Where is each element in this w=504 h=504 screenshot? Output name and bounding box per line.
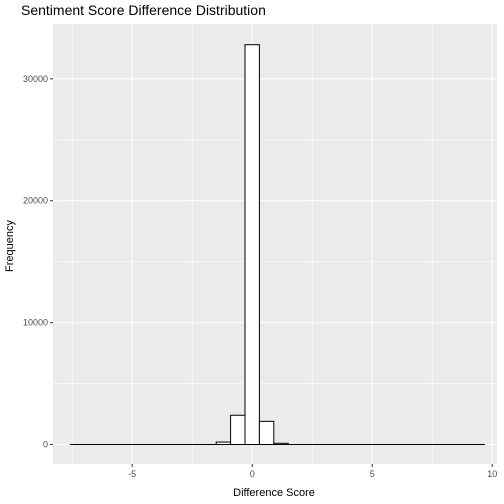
plot-panel	[53, 24, 497, 464]
histogram-bar	[244, 44, 260, 445]
x-tick-label: 10	[487, 469, 497, 479]
y-axis-title: Frequency	[4, 220, 16, 272]
x-axis-ticks: -5 0 5 10	[128, 464, 497, 479]
y-tick-label: 10000	[23, 318, 48, 328]
chart-title: Sentiment Score Difference Distribution	[21, 2, 266, 18]
y-tick-label: 30000	[23, 74, 48, 84]
y-tick-label: 20000	[23, 196, 48, 206]
x-tick-label: 5	[370, 469, 375, 479]
histogram-bar	[273, 442, 289, 445]
y-axis-ticks: 0 10000 20000 30000	[23, 74, 53, 449]
histogram-bar	[230, 414, 246, 445]
minor-gridlines	[53, 24, 497, 464]
histogram-bar	[215, 441, 232, 445]
x-tick-label: -5	[128, 469, 136, 479]
x-tick-label: 0	[250, 469, 255, 479]
histogram-bars	[69, 44, 485, 445]
histogram-bar	[258, 420, 275, 445]
x-axis-title: Difference Score	[233, 487, 315, 499]
y-tick-label: 0	[43, 439, 48, 449]
